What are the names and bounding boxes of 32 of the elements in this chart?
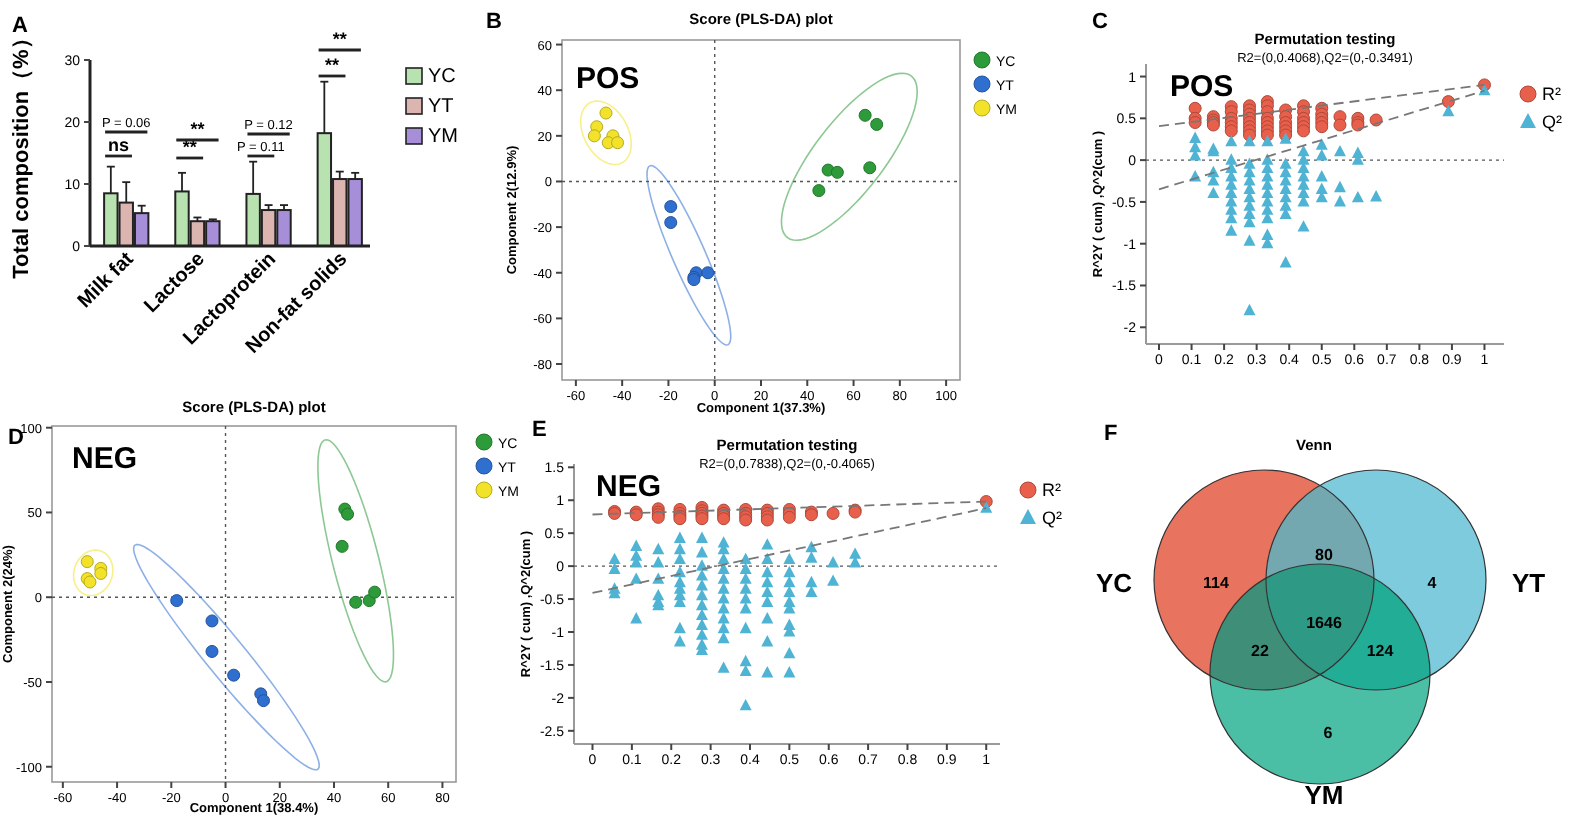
text: 4 (1427, 574, 1438, 592)
annotation: NEG (596, 470, 662, 504)
annotation: ** (190, 119, 206, 139)
text: E (532, 418, 547, 442)
annotation: ** (182, 137, 198, 157)
legend-label: YC (428, 66, 456, 88)
text: D (8, 426, 24, 450)
text: YM (1304, 780, 1344, 810)
text: 114 (1203, 574, 1231, 592)
text: A (12, 14, 28, 38)
text: 22 (1251, 642, 1270, 660)
legend-label: Q² (1042, 508, 1062, 528)
text: F (1104, 422, 1118, 446)
legend-label: YM (428, 126, 458, 148)
text: 80 (1315, 546, 1334, 564)
text: 124 (1366, 642, 1395, 660)
text: YT (1512, 568, 1546, 598)
annotation: NEG (72, 442, 138, 476)
text: B (486, 10, 502, 34)
legend-label: YT (428, 96, 454, 118)
annotation: POS (1170, 70, 1234, 104)
text: YC (1095, 568, 1134, 598)
annotation: ** (325, 55, 341, 75)
annotation: ns (108, 135, 130, 155)
text: 1646 (1306, 614, 1343, 632)
legend-label: R² (1542, 84, 1561, 104)
annotation: POS (576, 62, 640, 96)
text: ** (332, 29, 348, 49)
legend-label: R² (1042, 480, 1061, 500)
legend-label: Q² (1542, 112, 1562, 132)
text: 6 (1323, 724, 1334, 742)
text: C (1092, 10, 1108, 34)
